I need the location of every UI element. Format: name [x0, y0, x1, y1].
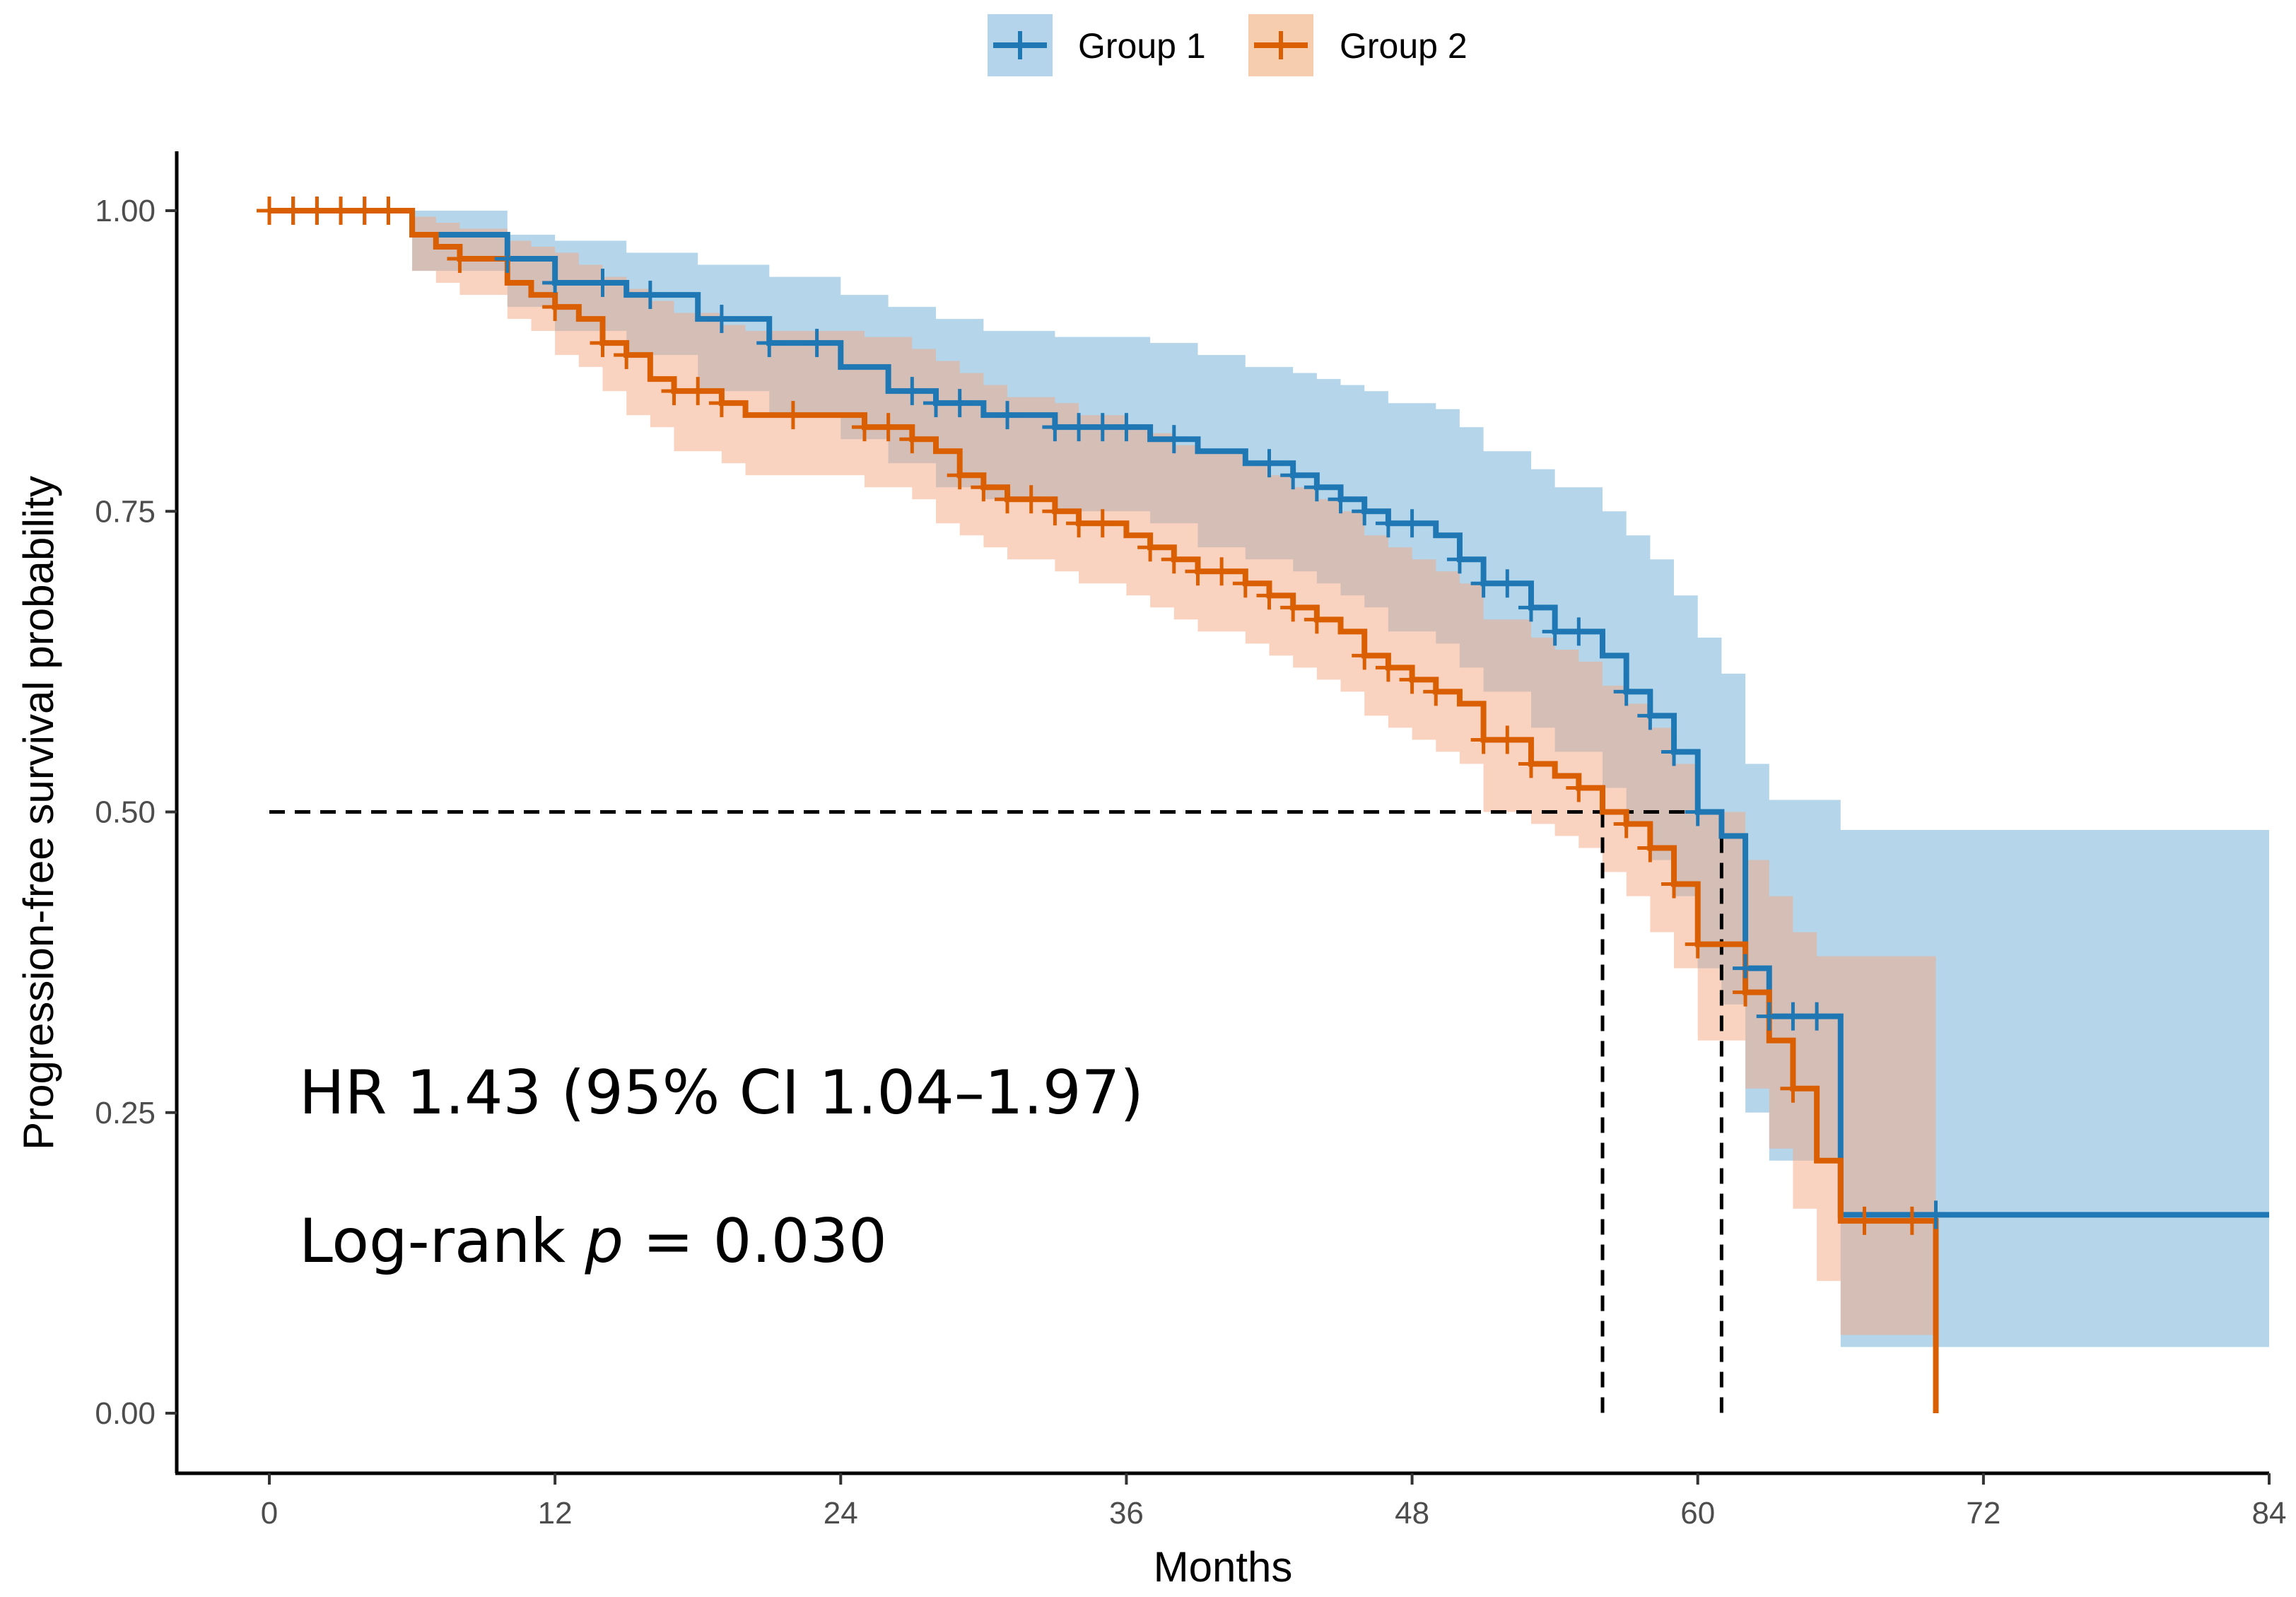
x-tick-label: 24	[824, 1496, 858, 1531]
x-tick-label: 48	[1395, 1496, 1429, 1531]
x-tick-label: 0	[261, 1496, 278, 1531]
legend-label-group-2: Group 2	[1340, 26, 1468, 66]
legend-label-group-1: Group 1	[1078, 26, 1206, 66]
y-tick-label: 0.50	[95, 795, 156, 830]
legend-entry-group-2[interactable]: Group 2	[1248, 14, 1468, 76]
y-tick-label: 0.75	[95, 494, 156, 529]
x-tick-label: 12	[538, 1496, 573, 1531]
x-axis-ticks: 0 12 24 36 48 60 72 84	[261, 1473, 2287, 1531]
x-tick-label: 84	[2252, 1496, 2287, 1531]
y-axis-title: Progression-free survival probability	[15, 476, 62, 1150]
censor-marks	[257, 197, 1949, 1235]
legend-entry-group-1[interactable]: Group 1	[988, 14, 1206, 76]
logrank-value: = 0.030	[623, 1206, 887, 1277]
y-tick-label: 0.00	[95, 1396, 156, 1431]
x-tick-label: 60	[1680, 1496, 1715, 1531]
y-axis-ticks: 0.00 0.25 0.50 0.75 1.00	[95, 194, 177, 1431]
y-tick-label: 0.25	[95, 1096, 156, 1130]
logrank-annotation: Log-rank p = 0.030	[299, 1206, 887, 1277]
median-lines	[269, 810, 1723, 1413]
hazard-ratio-annotation: HR 1.43 (95% CI 1.04–1.97)	[299, 1058, 1144, 1128]
logrank-p-symbol: p	[584, 1206, 623, 1277]
logrank-prefix: Log-rank	[299, 1206, 585, 1277]
x-tick-label: 72	[1966, 1496, 2001, 1531]
y-tick-label: 1.00	[95, 194, 156, 228]
ci-band-group-1	[269, 211, 2269, 1347]
x-axis-title: Months	[1154, 1543, 1293, 1591]
confidence-bands	[269, 211, 2269, 1347]
x-tick-label: 36	[1109, 1496, 1144, 1531]
legend: Group 1 Group 2	[988, 14, 1468, 76]
